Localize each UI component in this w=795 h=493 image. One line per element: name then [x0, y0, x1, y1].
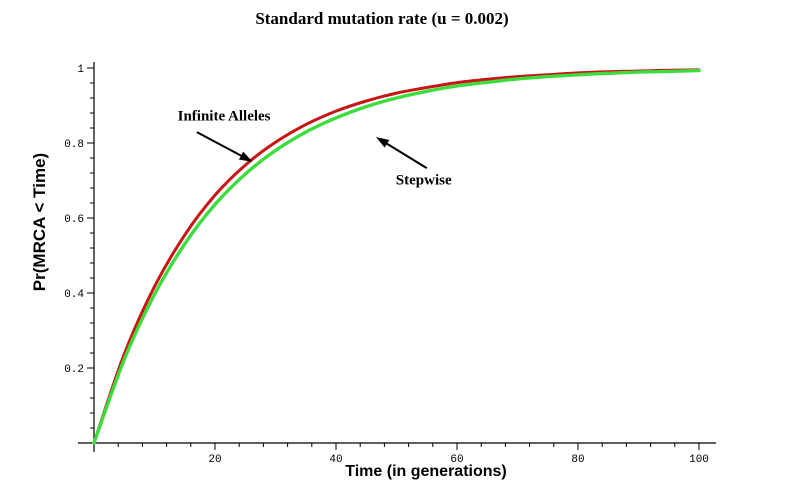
annotation-infinite-alleles: Infinite Alleles [177, 108, 271, 125]
y-tick-label: 0.6 [64, 214, 84, 226]
x-tick-label: 40 [329, 454, 342, 466]
y-tick-label: 0.8 [64, 139, 84, 151]
x-axis-label: Time (in generations) [345, 463, 507, 480]
chart-title: Standard mutation rate (u = 0.002) [255, 9, 509, 28]
annotation-stepwise: Stepwise [395, 172, 452, 188]
annotation-arrow-line [386, 142, 428, 169]
annotation-arrow-line [196, 131, 242, 157]
x-tick-label: 20 [208, 454, 221, 466]
curve-infinite-alleles [92, 68, 701, 445]
curve-stepwise [92, 68, 701, 445]
x-tick-label: 100 [689, 454, 709, 466]
y-tick-label: 0.2 [64, 364, 84, 376]
x-tick-label: 60 [450, 454, 463, 466]
x-tick-label: 80 [571, 454, 584, 466]
y-tick-label: 1 [77, 64, 84, 76]
annotation-arrowhead [375, 137, 390, 148]
annotation-arrowhead [238, 151, 253, 162]
y-tick-label: 0.4 [64, 289, 84, 301]
